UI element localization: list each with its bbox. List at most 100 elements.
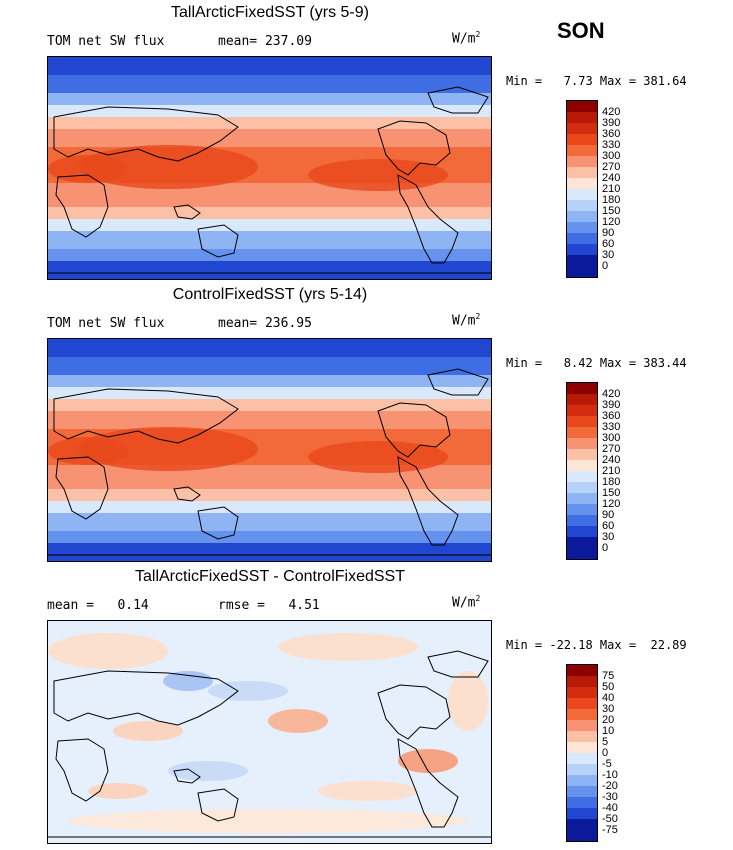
colorbar-tick-label: 360 — [602, 128, 621, 140]
zonal-band — [48, 519, 491, 526]
panel-difference: TallArcticFixedSST - ControlFixedSST mea… — [0, 568, 733, 850]
colorbar-swatch — [567, 753, 597, 764]
zonal-band — [48, 243, 491, 250]
zonal-band — [48, 63, 491, 70]
zonal-band — [48, 249, 491, 256]
colorbar-swatch — [567, 460, 597, 471]
colorbar-swatch — [567, 493, 597, 504]
zonal-band — [48, 129, 491, 136]
zonal-band — [48, 405, 491, 412]
anomaly-patch — [268, 709, 328, 733]
colorbar-tick-label: 40 — [602, 692, 615, 704]
zonal-band — [48, 141, 491, 148]
zonal-band — [48, 507, 491, 514]
zonal-band — [48, 135, 491, 142]
colorbar-tick-label: 30 — [602, 531, 615, 543]
anomaly-patch — [113, 721, 183, 741]
anomaly-patch — [68, 809, 468, 833]
colorbar-tick-label: 60 — [602, 520, 615, 532]
colorbar-tick-label: 20 — [602, 714, 615, 726]
zonal-band — [48, 195, 491, 202]
colorbar-labels: 75 50 40 30 20 10 5 0 -5 -10 -20 -30 -40 -50 -75 — [602, 671, 618, 836]
zonal-band — [48, 237, 491, 244]
colorbar-swatch — [567, 189, 597, 200]
zonal-band — [48, 219, 491, 226]
colorbar-swatch — [567, 255, 597, 277]
zonal-band — [48, 255, 491, 262]
colorbar-tick-label: 10 — [602, 725, 615, 737]
units-label: W/m2 — [452, 312, 481, 329]
colorbar-tick-label: 150 — [602, 205, 621, 217]
zonal-band — [48, 483, 491, 490]
anomaly-patch — [48, 633, 168, 669]
colorbar-tick-label: 330 — [602, 139, 621, 151]
colorbar-tick-label: -30 — [602, 791, 618, 803]
zonal-band — [48, 525, 491, 532]
colorbar-swatch — [567, 720, 597, 731]
coastline — [427, 368, 489, 396]
colorbar-tick-label: 210 — [602, 465, 621, 477]
colorbar-tick-label: 50 — [602, 681, 615, 693]
colorbar-swatch — [567, 394, 597, 405]
map-field — [48, 339, 491, 561]
zonal-band — [48, 447, 491, 454]
zonal-band — [48, 267, 491, 274]
colorbar-tick-label: 0 — [602, 542, 609, 554]
colorbar-labels: 420 390 360 330 300 270 240 210 180 150 120 90 60 30 0 — [602, 107, 620, 272]
zonal-band — [48, 393, 491, 400]
zonal-band — [48, 99, 491, 106]
mean-label: mean= 237.09 — [218, 34, 312, 49]
zonal-band — [48, 453, 491, 460]
zonal-band — [48, 81, 491, 88]
zonal-band — [48, 441, 491, 448]
colorbar-tick-label: 390 — [602, 117, 621, 129]
coastline — [55, 456, 109, 520]
zonal-band — [48, 471, 491, 478]
colorbar-swatch — [567, 416, 597, 427]
zonal-band — [48, 435, 491, 442]
colorbar-tick-label: -50 — [602, 813, 618, 825]
zonal-band — [48, 147, 491, 154]
rmse-label: rmse = 4.51 — [218, 598, 320, 613]
coastline — [197, 224, 239, 258]
coastline — [53, 388, 239, 444]
field-label: TOM net SW flux — [47, 316, 165, 331]
colorbar-swatch — [567, 687, 597, 698]
zonal-band — [48, 159, 491, 166]
colorbar-swatch — [567, 537, 597, 559]
panel-title: ControlFixedSST (yrs 5-14) — [172, 286, 368, 303]
colorbar-swatch — [567, 233, 597, 244]
panel-title: TallArcticFixedSST (yrs 5-9) — [171, 4, 369, 21]
zonal-band — [48, 513, 491, 520]
zonal-band — [48, 459, 491, 466]
zonal-band — [48, 117, 491, 124]
coastline — [377, 684, 451, 740]
coastline — [197, 788, 239, 822]
anomaly-patch — [318, 781, 418, 801]
colorbar-tick-label: 420 — [602, 106, 621, 118]
zonal-band — [48, 207, 491, 214]
colorbar-tick-label: 300 — [602, 150, 621, 162]
colorbar-swatch — [567, 211, 597, 222]
colorbar-swatch — [567, 808, 597, 819]
map-field — [48, 57, 491, 279]
coastline — [53, 106, 239, 162]
colorbar-swatch — [567, 526, 597, 537]
season-label: SON — [557, 18, 605, 43]
colorbar-swatch — [567, 383, 597, 394]
colorbar-tick-label: 360 — [602, 410, 621, 422]
zonal-band — [48, 177, 491, 184]
colorbar — [566, 382, 598, 560]
colorbar — [566, 100, 598, 278]
colorbar-swatch — [567, 731, 597, 742]
colorbar-tick-label: 210 — [602, 183, 621, 195]
colorbar-tick-label: 75 — [602, 670, 615, 682]
colorbar-swatch — [567, 156, 597, 167]
colorbar-swatch — [567, 112, 597, 123]
coastline — [427, 86, 489, 114]
units-label: W/m2 — [452, 594, 481, 611]
colorbar-tick-label: -20 — [602, 780, 618, 792]
zonal-band — [48, 387, 491, 394]
coastline — [53, 670, 239, 726]
high-flux-region — [48, 437, 128, 465]
